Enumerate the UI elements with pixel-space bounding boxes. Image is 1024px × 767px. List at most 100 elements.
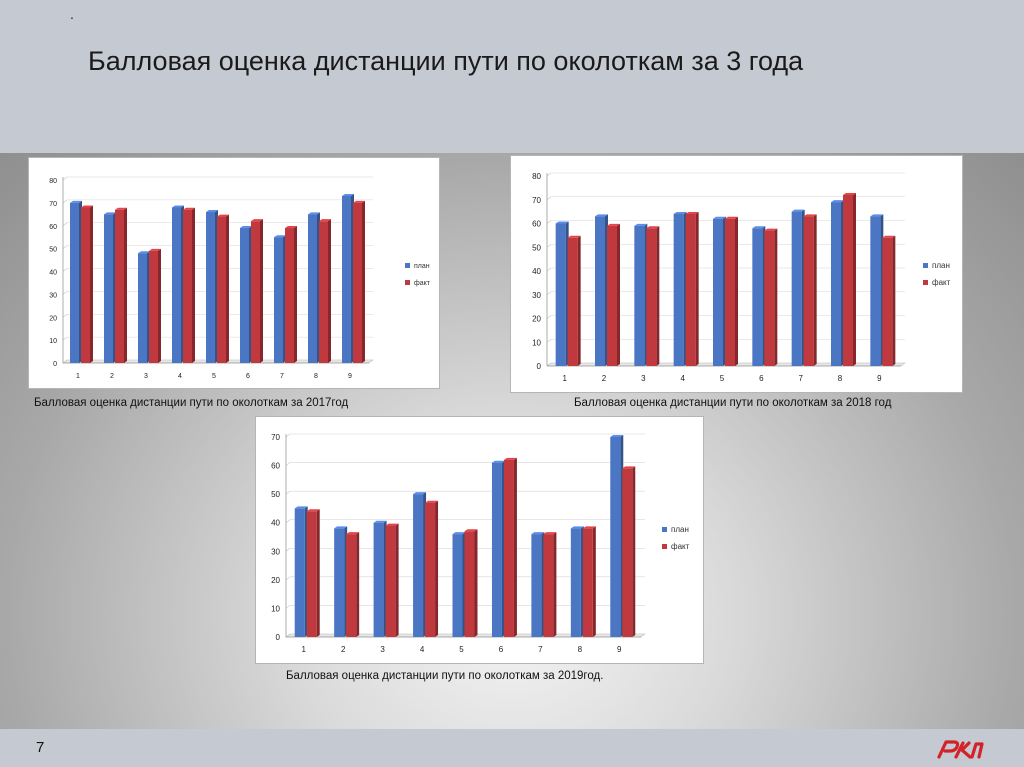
y-tick-label: 60	[532, 220, 541, 229]
caption-2019: Балловая оценка дистанции пути по околот…	[286, 670, 604, 682]
bar-face	[646, 228, 657, 366]
bar-top	[531, 532, 545, 535]
bar-face	[240, 228, 249, 363]
bar-top	[870, 214, 884, 217]
bar-top	[595, 214, 608, 217]
bar-plan	[334, 526, 348, 637]
bar-side	[395, 523, 399, 637]
gridline-diagonal	[62, 359, 68, 364]
bar-top	[764, 228, 778, 231]
y-tick-label: 80	[532, 172, 541, 181]
slide-footer: 7	[0, 729, 1024, 767]
bar-top	[582, 526, 596, 529]
x-tick-label: 9	[877, 374, 882, 383]
bar-fact	[183, 207, 195, 363]
legend-swatch	[923, 280, 928, 285]
bar-face	[251, 221, 260, 363]
page-number: 7	[36, 739, 45, 756]
bar-top	[115, 207, 127, 210]
x-tick-label: 2	[602, 374, 607, 383]
y-tick-label: 70	[271, 433, 280, 442]
bar-face	[607, 225, 617, 366]
y-tick-label: 60	[49, 224, 57, 231]
bar-top	[240, 226, 252, 229]
x-tick-label: 9	[617, 645, 622, 654]
bar-top	[803, 214, 817, 217]
bar-top	[622, 466, 636, 469]
bar-top	[607, 223, 620, 226]
bar-plan	[452, 532, 466, 637]
legend-swatch	[662, 527, 667, 532]
legend-label: план	[414, 263, 430, 270]
bar-top	[70, 200, 82, 203]
legend-label: факт	[414, 280, 431, 287]
bar-top	[334, 526, 348, 529]
chart-2018-svg: 0 10 20 30 40 50 60 70 80 1 2 3 4 5 6 7 8 9 план факт	[532, 172, 951, 383]
bar-top	[713, 216, 726, 219]
bar-top	[346, 532, 360, 535]
y-tick-label: 0	[537, 362, 542, 371]
x-tick-label: 2	[110, 373, 114, 380]
gridline-diagonal	[546, 244, 552, 248]
bar-top	[634, 223, 648, 226]
gridline-diagonal	[62, 336, 68, 341]
bar-face	[567, 237, 578, 366]
bar-face	[425, 502, 436, 637]
bar-side	[90, 205, 93, 363]
bar-face	[385, 525, 396, 637]
y-tick-label: 10	[271, 604, 280, 613]
bar-fact	[725, 216, 738, 366]
x-tick-label: 4	[420, 645, 425, 654]
bar-fact	[607, 223, 620, 366]
bar-plan	[373, 520, 387, 637]
bar-plan	[713, 216, 726, 366]
legend-swatch	[923, 263, 928, 268]
y-tick-label: 0	[276, 633, 281, 642]
bar-plan	[294, 506, 308, 637]
bar-side	[158, 248, 161, 363]
bar-plan	[308, 212, 320, 363]
gridline-diagonal	[285, 605, 291, 609]
bar-plan	[491, 460, 505, 637]
bar-side	[813, 214, 817, 366]
bar-plan	[610, 435, 624, 637]
bar-face	[172, 207, 181, 363]
y-tick-label: 70	[532, 196, 541, 205]
bar-fact	[285, 226, 297, 363]
bar-fact	[882, 235, 896, 366]
bar-side	[435, 500, 439, 637]
bar-face	[791, 211, 802, 366]
bar-top	[725, 216, 738, 219]
bar-top	[285, 226, 297, 229]
bar-side	[124, 207, 127, 363]
gridline-diagonal	[546, 315, 552, 319]
bar-fact	[567, 235, 581, 366]
bar-face	[831, 202, 841, 366]
bar-side	[892, 235, 896, 366]
bar-face	[319, 221, 328, 363]
bar-fact	[843, 193, 856, 366]
bar-side	[328, 219, 331, 363]
bar-top	[567, 235, 581, 238]
gridline-diagonal	[546, 339, 552, 343]
gridline-diagonal	[285, 490, 291, 495]
gridline-diagonal	[546, 220, 552, 224]
x-tick-label: 1	[301, 645, 306, 654]
x-tick-label: 8	[314, 373, 318, 380]
bar-side	[553, 532, 557, 637]
x-tick-label: 9	[348, 373, 352, 380]
bar-plan	[206, 210, 218, 363]
bar-fact	[646, 226, 660, 366]
bar-plan	[595, 214, 608, 366]
bar-top	[149, 248, 161, 251]
bar-face	[803, 216, 814, 366]
bar-fact	[251, 219, 263, 363]
gridline-diagonal	[62, 268, 68, 272]
legend-swatch	[405, 263, 410, 268]
bar-side	[774, 228, 778, 366]
bar-fact	[385, 523, 399, 637]
legend-swatch	[405, 280, 410, 285]
bar-face	[610, 437, 621, 637]
gridline-diagonal	[285, 633, 291, 638]
x-tick-label: 5	[212, 373, 216, 380]
